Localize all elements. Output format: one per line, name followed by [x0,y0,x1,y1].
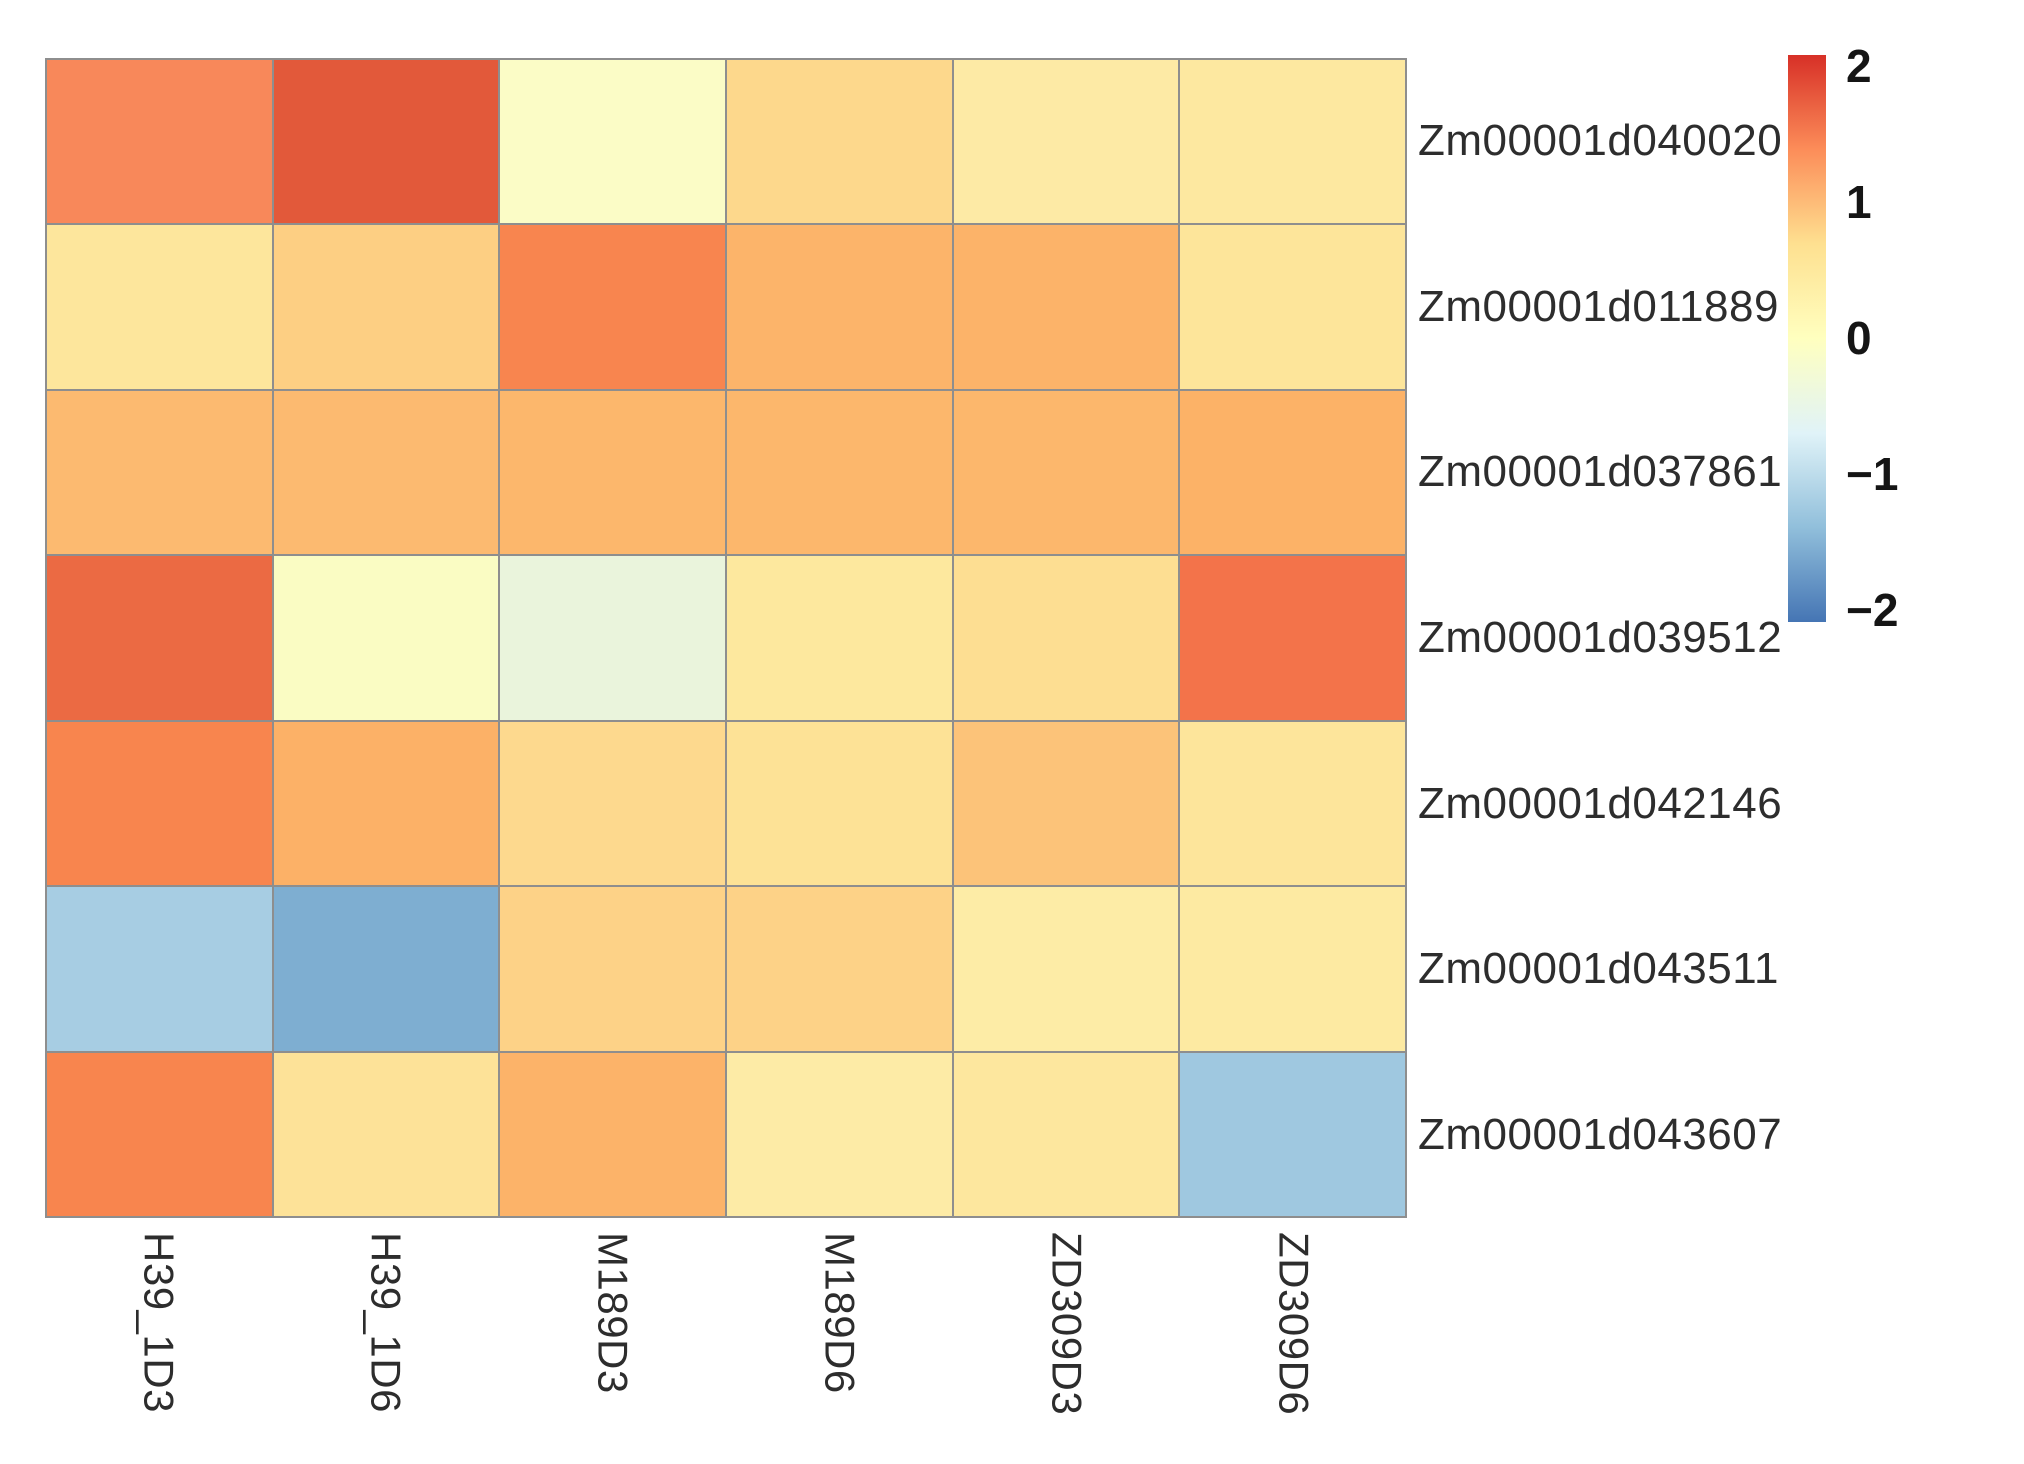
heatmap-cell [727,225,952,389]
heatmap-cell [727,721,952,886]
colorbar-tick: −2 [1846,584,1899,636]
heatmap-cell [1180,556,1405,720]
heatmap-cell [273,390,499,555]
heatmap-cell [47,390,272,555]
heatmap-cell [953,225,1179,389]
heatmap-cell [500,225,725,389]
heatmap-cell [1180,721,1405,886]
heatmap-cell [953,887,1179,1051]
heatmap-cell [500,60,725,224]
heatmap-cell [273,225,499,389]
colorbar-gradient [1788,55,1826,622]
heatmap-cell [273,556,499,720]
heatmap-cell [47,887,272,1051]
colorbar-tick: 1 [1846,176,1872,228]
colorbar-tick: 0 [1846,312,1872,364]
heatmap-cell [1180,60,1405,224]
heatmap-cell [953,390,1179,555]
row-label: Zm00001d037861 [1418,447,1783,497]
heatmap-cell [500,390,725,555]
heatmap-cell [273,1052,499,1216]
heatmap-cell [47,721,272,886]
heatmap-cell [953,721,1179,886]
heatmap-cell [727,556,952,720]
column-label: M189D3 [589,1232,637,1394]
column-label: ZD309D3 [1043,1232,1091,1416]
row-label: Zm00001d043607 [1418,1110,1783,1160]
column-label: H39_1D3 [135,1232,183,1413]
heatmap-cell [727,390,952,555]
heatmap-cell [1180,887,1405,1051]
row-label: Zm00001d040020 [1418,115,1783,165]
heatmap-cell [47,556,272,720]
heatmap-cell [727,887,952,1051]
heatmap-cell [273,60,499,224]
heatmap-cell [500,721,725,886]
heatmap-cell [727,1052,952,1216]
heatmap-cell [273,887,499,1051]
colorbar-tick: 2 [1846,40,1872,92]
heatmap-cell [1180,390,1405,555]
heatmap-cell [47,1052,272,1216]
row-label: Zm00001d043511 [1418,944,1779,994]
heatmap-cell [500,1052,725,1216]
heatmap-cell [1180,1052,1405,1216]
row-label: Zm00001d011889 [1418,281,1779,331]
heatmap-cell [953,556,1179,720]
row-label: Zm00001d039512 [1418,613,1783,662]
heatmap-cell [953,1052,1179,1216]
heatmap-cell [47,225,272,389]
row-label: Zm00001d042146 [1418,778,1783,828]
heatmap-cell [953,60,1179,224]
heatmap-cell [1180,225,1405,389]
heatmap-cell [500,556,725,720]
column-label: ZD309D6 [1270,1232,1318,1416]
heatmap-cell [47,60,272,224]
heatmap-cell [727,60,952,224]
heatmap-cell [273,721,499,886]
column-label: H39_1D6 [362,1232,410,1413]
column-label: M189D6 [816,1232,864,1394]
heatmap-cell [500,887,725,1051]
heatmap-grid [45,58,1407,1218]
colorbar-tick: −1 [1846,448,1899,500]
